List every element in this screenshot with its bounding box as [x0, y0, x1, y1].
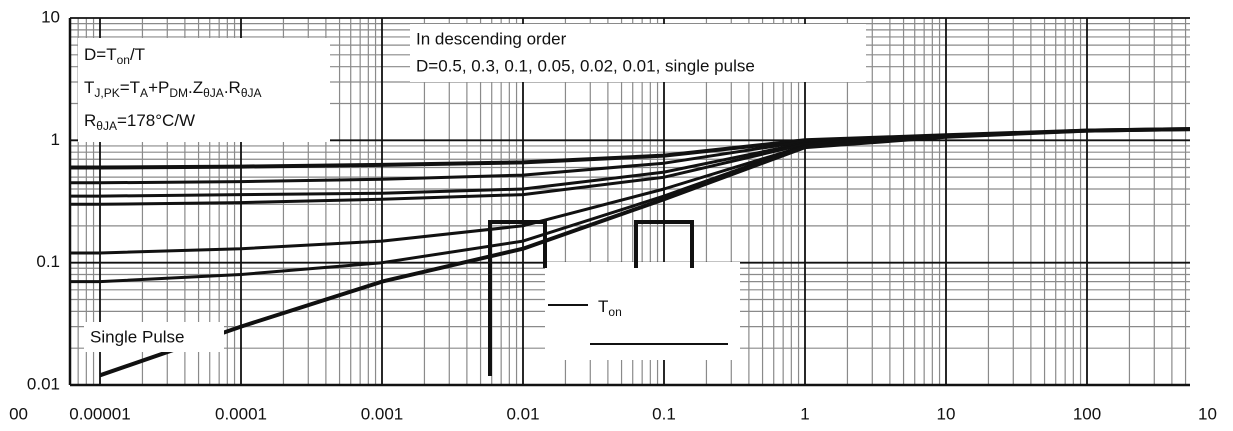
y-tick-label: 10	[41, 7, 60, 26]
x-tick-label: 10	[937, 404, 956, 423]
x-tick-label: 0.001	[361, 404, 404, 423]
subscript: θJA	[96, 119, 117, 133]
series-line	[99, 127, 1190, 378]
formula: RθJA=178°C/W	[84, 111, 195, 133]
x-tick-label: 0.00001	[69, 404, 130, 423]
text-run: /T	[130, 45, 145, 64]
subscript: on	[608, 305, 621, 319]
ton-label: Ton	[598, 297, 622, 319]
x-tick-label: 0.01	[506, 404, 539, 423]
text-run: T	[598, 297, 608, 316]
annotations: D=Ton/TTJ,PK=TA+PDM.ZθJA.RθJARθJA=178°C/…	[78, 24, 866, 376]
formula: TJ,PK=TA+PDM.ZθJA.RθJA	[84, 78, 262, 100]
subscript: J,PK	[94, 86, 119, 100]
subscript: on	[117, 53, 130, 67]
text-run: +P	[148, 78, 169, 97]
y-tick-label: 1	[51, 130, 60, 149]
text-run: .Z	[188, 78, 203, 97]
x-tick-label: 1	[800, 404, 809, 423]
x-tick-label: 0.0001	[215, 404, 267, 423]
series-line	[70, 127, 1190, 255]
text-run: =T	[120, 78, 140, 97]
y-tick-label: 0.01	[27, 374, 60, 393]
x-tick-label: 10	[1198, 404, 1217, 423]
text-run: T	[84, 78, 94, 97]
x-tick-label: 00	[9, 404, 28, 423]
legend-box	[410, 24, 866, 82]
subscript: θJA	[203, 86, 224, 100]
pulse-shape	[488, 220, 694, 376]
label-box	[84, 322, 224, 352]
curves	[70, 127, 1190, 378]
inset-box	[545, 262, 740, 360]
text-run: D=T	[84, 45, 117, 64]
single-pulse-label: Single Pulse	[90, 327, 185, 346]
formula-box	[78, 38, 330, 142]
legend-text: In descending order	[416, 29, 567, 48]
text-run: .R	[224, 78, 241, 97]
x-tick-label: 100	[1073, 404, 1101, 423]
subscript: DM	[169, 86, 188, 100]
subscript: A	[140, 86, 148, 100]
legend-text: D=0.5, 0.3, 0.1, 0.05, 0.02, 0.01, singl…	[416, 56, 755, 75]
subscript: θJA	[241, 86, 262, 100]
text-run: =178°C/W	[117, 111, 195, 130]
y-tick-label: 0.1	[36, 252, 60, 271]
formula: D=Ton/T	[84, 45, 145, 67]
x-tick-label: 0.1	[652, 404, 676, 423]
series-line	[70, 127, 1190, 284]
text-run: R	[84, 111, 96, 130]
